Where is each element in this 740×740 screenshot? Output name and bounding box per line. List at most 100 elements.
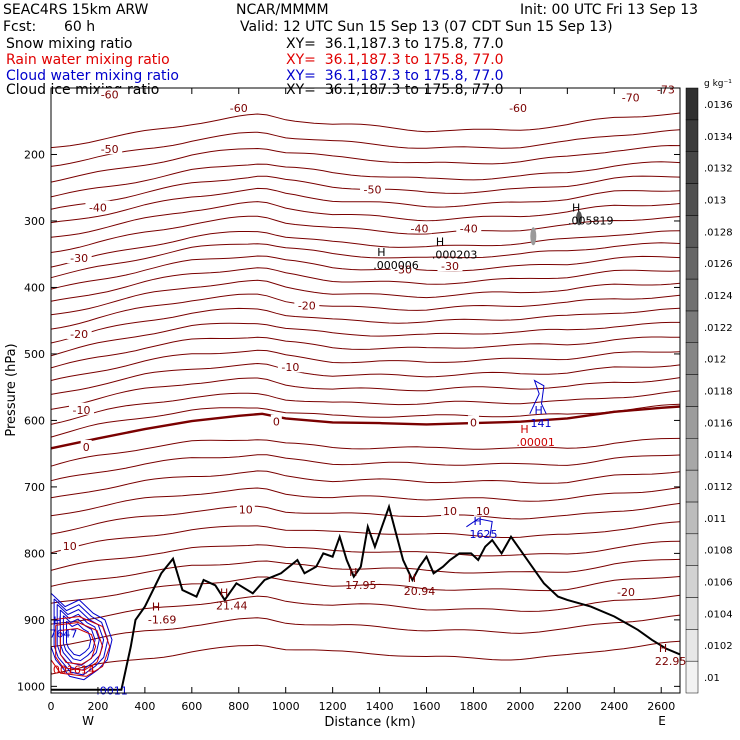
extremum-mark: H [520,423,528,436]
extremum-mark: H [377,246,385,259]
colorbar-label: .0116 [704,418,733,429]
extremum-value: 17.95 [345,579,377,592]
temperature-contour [50,403,681,438]
temperature-contour [50,230,681,268]
rain-water-contour [59,627,97,665]
label-knockout [66,251,92,264]
temperature-label: 10 [239,504,253,517]
temperature-label: -70 [622,91,640,104]
rain-water-contour [50,615,111,677]
label-knockout [440,503,459,516]
extremum-value: 20.94 [404,585,436,598]
label-knockout [236,502,255,515]
temperature-contour [50,614,681,648]
colorbar-label: .0134 [704,132,733,143]
field-xy-cloud-water: XY= 36.1,187.3 to 175.8, 77.0 [286,68,504,84]
field-xy-rain: XY= 36.1,187.3 to 175.8, 77.0 [286,52,504,68]
x-tick-label: 2400 [600,700,628,713]
plot-frame [50,87,681,694]
label-knockout [69,402,95,415]
temperature-contour [50,336,681,369]
temperature-contour [50,349,681,381]
temperature-contour [50,454,681,482]
label-knockout [505,100,531,113]
x-tick-label: 2200 [553,700,581,713]
extremum-value: .005819 [568,215,614,228]
colorbar-label: .01 [704,673,720,684]
label-knockout [277,360,303,373]
contour-labels: -60 -60 -60 -70 -73 -50 -50 -40 -40 -40 -30 -30 -30 -… [60,82,679,599]
temperature-contour [50,640,681,675]
colorbar: .01 .0102 .0104 .0106 .0108 .011 .0112 .0114 .01… [685,79,733,694]
org-label: NCAR/MMMM [236,2,329,18]
colorbar-label: .013 [704,195,726,206]
y-axis-label: Pressure (hPa) [4,343,19,436]
temperature-label: 10 [476,505,490,518]
cloud-water-contour [50,592,113,681]
y-tick-label: 900 [24,614,45,627]
temperature-contour [50,307,681,344]
colorbar-label: .0122 [704,323,733,334]
colorbar-label: .011 [704,514,726,525]
label-knockout [270,414,282,427]
temperature-label: -60 [230,102,248,115]
colorbar-swatch [685,183,699,216]
label-knockout [66,326,92,339]
colorbar-label: .0136 [704,100,733,111]
colorbar-swatch [685,310,699,343]
extrema-markers: H.005819H.000203H.000006H.00001H141H1625… [49,202,686,698]
colorbar-swatch [685,278,699,312]
temperature-label: -10 [281,361,299,374]
colorbar-label: .0124 [704,291,733,302]
field-name-cloud-water: Cloud water mixing ratio [6,68,179,84]
extremum-mark: H [408,572,416,585]
cloud-water-contour [466,518,493,537]
extremum-mark: H [349,566,357,579]
temperature-contour [50,390,681,425]
colorbar-swatch [685,533,699,566]
cloud-water-contour [529,379,547,415]
temperature-contour [50,201,681,238]
temperature-contour [50,267,681,302]
extremum-value: 7647 [49,628,77,641]
x-tick-label: 1800 [459,700,487,713]
field-name-snow: Snow mixing ratio [6,36,133,52]
extremum-mark: H [436,236,444,249]
x-tick-label: 800 [228,700,249,713]
extremum-mark: H [659,642,667,655]
colorbar-label: .0118 [704,387,733,398]
extremum-mark: H [152,601,160,614]
snow-shading [530,227,537,246]
extremum-mark: H [53,615,61,628]
west-label: W [82,714,94,728]
x-tick-label: 1600 [413,700,441,713]
hydrometeor-contours [50,211,583,681]
freezing-level-line [50,405,681,450]
freezing-level-contour [50,405,681,450]
label-knockout [456,221,482,234]
label-knockout [97,142,123,155]
temperature-label: 0 [273,416,280,429]
colorbar-swatch [685,565,699,598]
colorbar-swatch [685,246,699,280]
y-tick-label: 600 [24,414,45,427]
temperature-contour [50,502,681,535]
x-tick-label: 200 [87,700,108,713]
colorbar-swatch [685,438,699,471]
rain-water-contour [55,621,104,671]
label-knockout [85,200,111,213]
temperature-label: -60 [509,102,527,115]
cloud-water-contour [62,615,96,662]
temperature-label: -40 [460,222,478,235]
temperature-contour [50,521,681,554]
colorbar-label: .0114 [704,450,733,461]
temperature-contour [50,293,681,330]
temperature-label: 10 [63,540,77,553]
temperature-label: 0 [470,416,477,429]
colorbar-swatch [685,374,699,407]
extremum-mark: H [473,515,481,528]
temperature-label: -30 [394,264,412,277]
temperature-contour [50,129,681,167]
y-tick-label: 1000 [17,680,45,693]
y-tick-label: 300 [24,215,45,228]
